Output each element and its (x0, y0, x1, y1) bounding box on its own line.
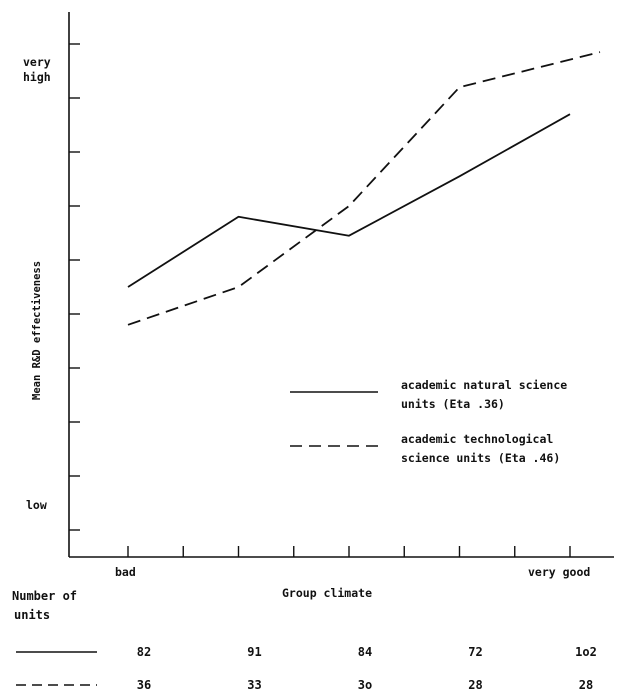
legend-label-natural-2: units (Eta .36) (401, 397, 505, 411)
series-line-natural (127, 113, 571, 288)
table-cell-dashed-4: 28 (579, 678, 593, 691)
table-cell-solid-1: 91 (247, 645, 261, 659)
y-ticks (69, 43, 80, 531)
table-cell-dashed-0: 36 (137, 678, 151, 691)
legend-label-tech-1: academic technological (401, 432, 553, 446)
y-axis-title: Mean R&D effectiveness (31, 261, 43, 400)
table-cell-dashed-1: 33 (247, 678, 261, 691)
x-ticks (127, 546, 571, 557)
table-header-line-2: units (14, 608, 50, 622)
y-tick-label-high-1: very (23, 55, 51, 69)
x-tick-label-bad: bad (115, 565, 136, 579)
table-cell-dashed-3: 28 (468, 678, 482, 691)
table-cell-solid-4: 1o2 (575, 645, 597, 659)
series-line-technological (127, 51, 601, 326)
legend-label-tech-2: science units (Eta .46) (401, 451, 560, 465)
x-tick-label-very-good: very good (528, 565, 590, 579)
table-cell-solid-0: 82 (137, 645, 151, 659)
y-tick-label-low: low (26, 498, 47, 512)
table-header-line-1: Number of (12, 589, 77, 603)
legend-label-natural-1: academic natural science (401, 378, 567, 392)
series-group (127, 51, 601, 326)
legend: academic natural science units (Eta .36)… (290, 378, 567, 465)
table-cell-dashed-2: 3o (358, 678, 372, 691)
table-cell-solid-2: 84 (358, 645, 372, 659)
table-cell-solid-3: 72 (468, 645, 482, 659)
units-table: Number of units 82 91 84 72 1o2 36 33 3o 28 28 (12, 589, 597, 691)
x-axis-title: Group climate (282, 586, 372, 600)
table-cells: 82 91 84 72 1o2 36 33 3o 28 28 (137, 645, 597, 691)
y-tick-label-high-2: high (23, 70, 51, 84)
